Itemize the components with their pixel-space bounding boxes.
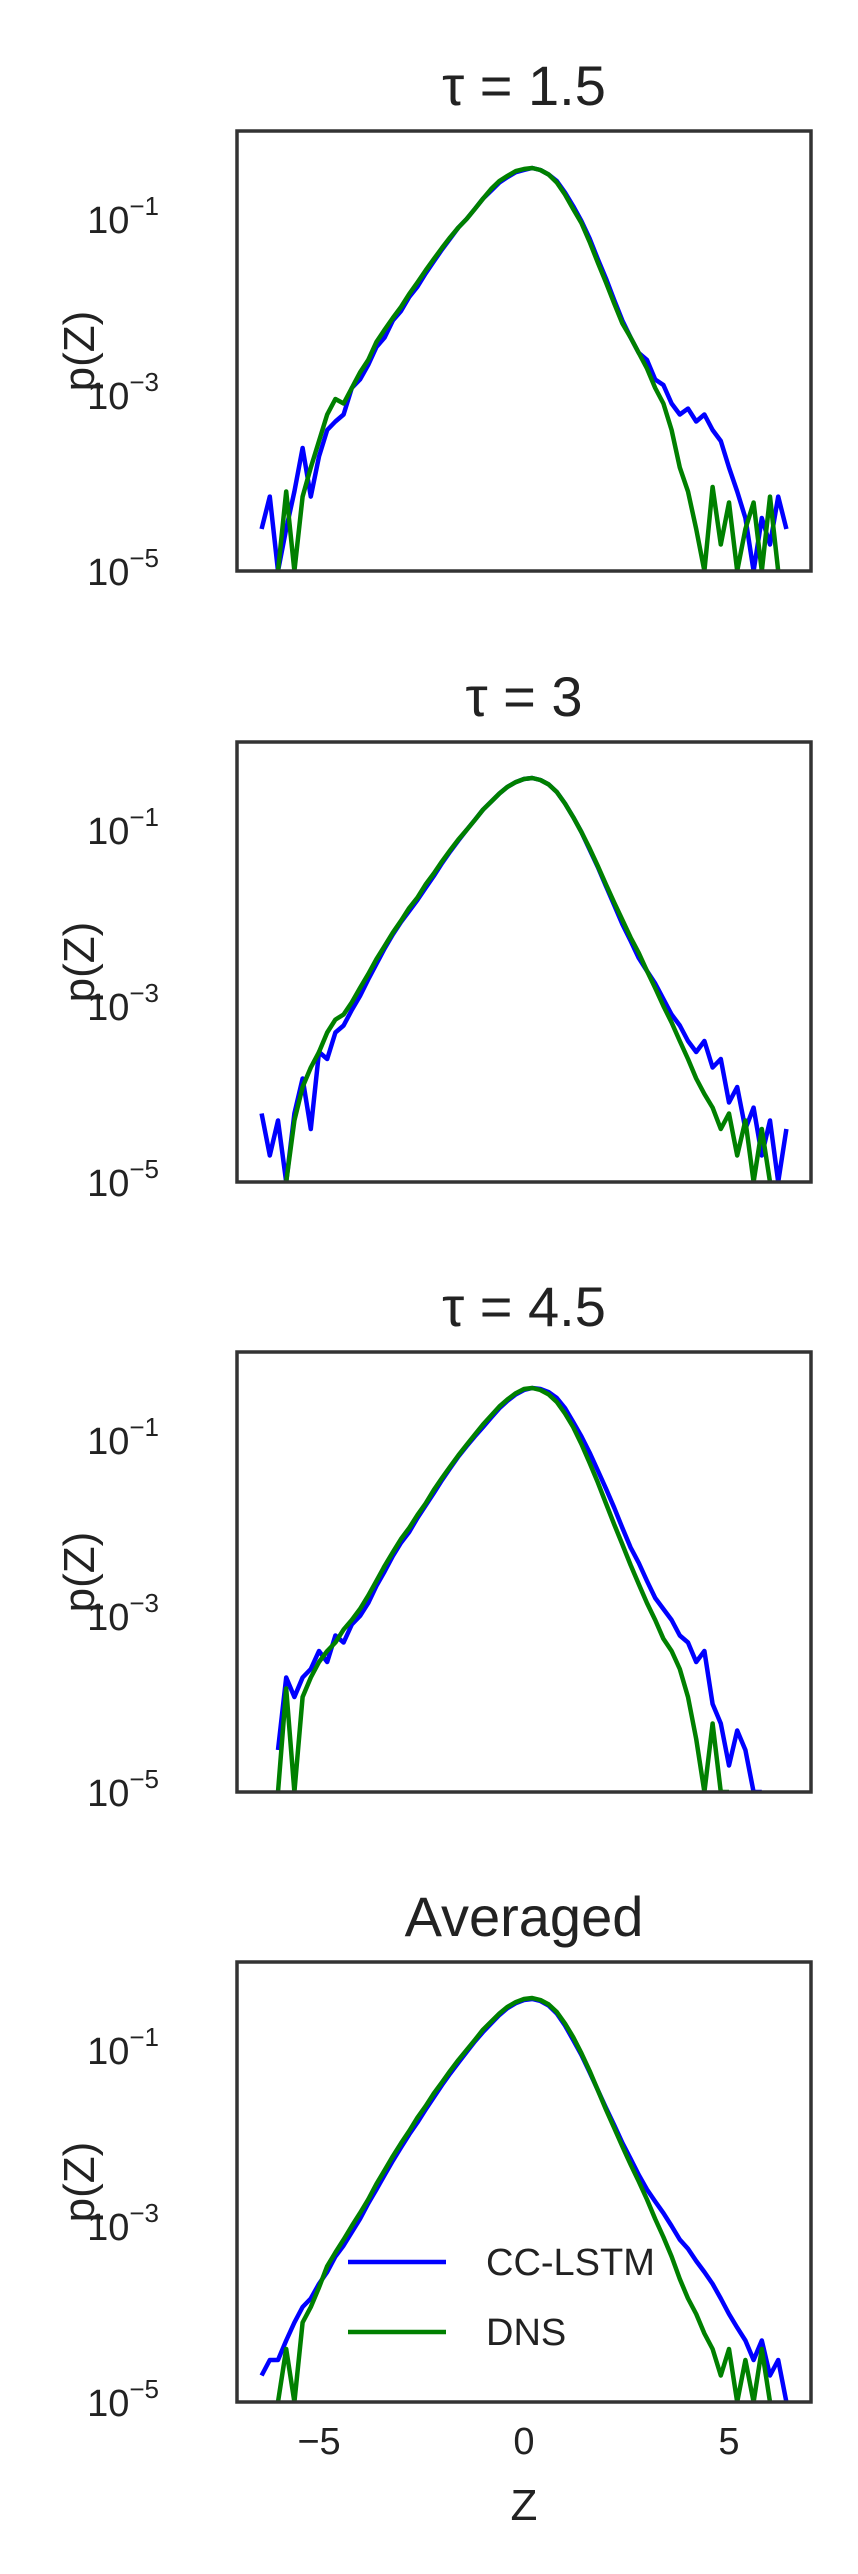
series-line-dns	[275, 165, 781, 571]
chart-panel-4: Averaged 10−1 10−3 10−5 p(Z) −5 0 5 Z CC-LSTM DNS	[55, 1885, 813, 2530]
series-line-dns	[275, 1995, 773, 2402]
y-tick-label: 10−1	[87, 1412, 159, 1463]
y-axis-label: p(Z)	[55, 922, 104, 1003]
plot-frame	[235, 740, 813, 1184]
y-axis-label: p(Z)	[55, 1532, 104, 1613]
y-tick-label: 10−3	[87, 367, 159, 418]
series-line-cc-lstm	[275, 1385, 762, 1792]
y-tick-label: 10−1	[87, 802, 159, 853]
x-axis-label: Z	[511, 2481, 538, 2530]
y-tick-label: 10−1	[87, 2022, 159, 2073]
x-tick-label: −5	[297, 2421, 340, 2463]
y-tick-label: 10−5	[87, 1764, 159, 1815]
y-axis-label: p(Z)	[55, 2142, 104, 2223]
x-tick-label: 5	[718, 2421, 739, 2463]
y-tick-label: 10−1	[87, 191, 159, 242]
chart-panel-2: τ = 3 10−1 10−3 10−5 p(Z)	[55, 665, 813, 1205]
plot-frame	[235, 1960, 813, 2404]
plot-frame	[235, 1350, 813, 1794]
chart-title: τ = 1.5	[442, 54, 606, 117]
y-tick-label: 10−3	[87, 978, 159, 1029]
y-tick-label: 10−5	[87, 2374, 159, 2425]
series-line-cc-lstm	[259, 775, 789, 1182]
y-tick-label: 10−5	[87, 543, 159, 594]
chart-title: τ = 4.5	[442, 1275, 606, 1338]
series-line-cc-lstm	[259, 165, 789, 571]
chart-panel-1: τ = 1.5 10−1 10−3 10−5 p(Z)	[55, 54, 813, 594]
legend-label: CC-LSTM	[486, 2242, 655, 2284]
series-line-dns	[275, 1385, 729, 1792]
y-tick-label: 10−3	[87, 1588, 159, 1639]
legend: CC-LSTM DNS	[348, 2242, 655, 2354]
x-tick-label: 0	[513, 2421, 534, 2463]
y-tick-label: 10−5	[87, 1154, 159, 1205]
legend-label: DNS	[486, 2312, 566, 2354]
chart-panel-3: τ = 4.5 10−1 10−3 10−5 p(Z)	[55, 1275, 813, 1815]
y-axis-label: p(Z)	[55, 311, 104, 392]
chart-title: τ = 3	[465, 665, 582, 728]
chart-title: Averaged	[405, 1885, 644, 1948]
plot-frame	[235, 129, 813, 573]
y-tick-label: 10−3	[87, 2198, 159, 2249]
series-line-dns	[283, 775, 773, 1182]
